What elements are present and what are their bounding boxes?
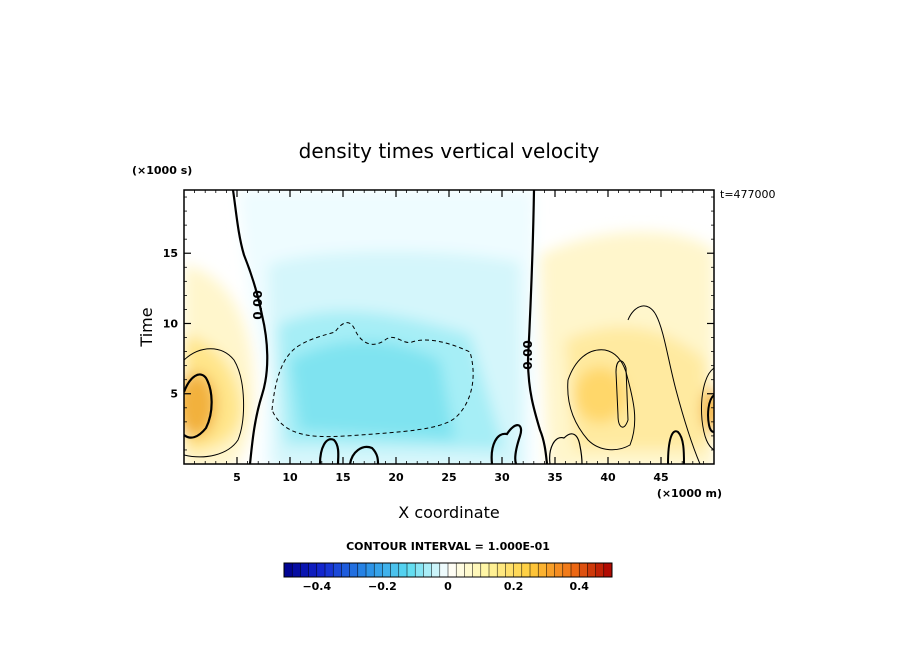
- colorbar: [283, 562, 613, 578]
- small-contour-5: [667, 430, 685, 464]
- negative-contour-dashed: [271, 322, 474, 438]
- small-contour-3: [490, 424, 523, 464]
- colorbar-swatch: [456, 563, 465, 577]
- x-ticks: 5 10 15 20 25 30 35 40 45: [194, 190, 704, 484]
- contour-interval-text: CONTOUR INTERVAL = 1.000E-01: [346, 540, 550, 553]
- colorbar-swatch: [464, 563, 473, 577]
- colorbar-swatch: [292, 563, 301, 577]
- colorbar-tick-label: −0.4: [302, 580, 331, 593]
- field-fill: 0.00 0.00: [184, 190, 714, 464]
- colorbar-swatch: [546, 563, 555, 577]
- colorbar-swatch: [538, 563, 547, 577]
- y-tick-label: 5: [170, 388, 178, 401]
- y-ticks: 5 10 15: [163, 196, 714, 451]
- colorbar-swatch: [382, 563, 391, 577]
- colorbar-tick-label: 0.4: [569, 580, 589, 593]
- contour-label-left: 0.00: [251, 290, 265, 320]
- colorbar-tick-label: 0: [444, 580, 452, 593]
- colorbar-swatch: [415, 563, 424, 577]
- colorbar-swatch: [316, 563, 326, 577]
- colorbar-swatch: [554, 563, 564, 577]
- time-stamp: t=477000: [720, 188, 776, 201]
- colorbar-tick-label: 0.2: [504, 580, 524, 593]
- colorbar-swatch: [398, 563, 408, 577]
- right-positive-core: [574, 367, 626, 423]
- right-edge-contour-inner: [707, 394, 714, 433]
- colorbar-swatch: [333, 563, 342, 577]
- x-axis-title: X coordinate: [398, 503, 499, 522]
- colorbar-swatch: [390, 563, 400, 577]
- colorbar-swatch: [431, 563, 441, 577]
- left-contour-inner: [184, 373, 213, 439]
- zero-contour-right: [526, 190, 549, 464]
- colorbar-swatch: [407, 563, 416, 577]
- colorbar-ticks: −0.4 −0.2 0 0.2 0.4: [302, 580, 589, 593]
- colorbar-swatch: [489, 563, 498, 577]
- zero-contour-left: [231, 190, 269, 464]
- colorbar-swatch: [341, 563, 350, 577]
- x-tick-label: 35: [547, 471, 562, 484]
- right-contour-inner: [615, 360, 629, 428]
- colorbar-swatch: [448, 563, 457, 577]
- colorbar-swatch: [497, 563, 506, 577]
- y-tick-label: 15: [163, 247, 178, 260]
- colorbar-swatch: [480, 563, 490, 577]
- right-edge-contour: [701, 367, 714, 451]
- right-contour-outer: [567, 349, 636, 451]
- colorbar-swatch: [349, 563, 359, 577]
- colorbar-swatch: [521, 563, 531, 577]
- x-tick-label: 25: [441, 471, 456, 484]
- colorbar-swatch: [439, 563, 449, 577]
- colorbar-swatch: [587, 563, 596, 577]
- y-unit-label: (×1000 s): [132, 164, 192, 177]
- colorbar-swatch: [374, 563, 383, 577]
- colorbar-swatch: [595, 563, 605, 577]
- colorbar-frame: [283, 562, 613, 578]
- x-tick-label: 40: [600, 471, 616, 484]
- contour-label-right: 0.00: [521, 340, 535, 370]
- colorbar-swatch: [366, 563, 375, 577]
- x-tick-label: 5: [233, 471, 241, 484]
- small-contour-4: [549, 433, 583, 464]
- field-shading: [184, 190, 714, 464]
- small-contour-1: [318, 438, 340, 464]
- colorbar-swatch: [530, 563, 539, 577]
- colorbar-swatch: [325, 563, 334, 577]
- left-contour-outer: [184, 348, 245, 458]
- colorbar-swatch: [284, 563, 293, 577]
- negative-region-core: [290, 341, 455, 440]
- chart-title: density times vertical velocity: [299, 139, 600, 163]
- colorbar-swatch: [579, 563, 588, 577]
- x-tick-label: 45: [653, 471, 668, 484]
- colorbar-swatch: [505, 563, 514, 577]
- right-contour-plume: [627, 305, 701, 464]
- left-positive-core: [184, 373, 216, 437]
- x-tick-label: 15: [335, 471, 350, 484]
- colorbar-swatch: [513, 563, 523, 577]
- colorbar-swatch: [562, 563, 572, 577]
- colorbar-swatch: [357, 563, 367, 577]
- x-unit-label: (×1000 m): [657, 487, 722, 500]
- x-tick-label: 10: [282, 471, 298, 484]
- colorbar-tick-label: −0.2: [368, 580, 397, 593]
- small-contour-2: [348, 445, 380, 464]
- colorbar-swatch: [472, 563, 482, 577]
- colorbar-swatch: [423, 563, 432, 577]
- colorbar-swatch: [300, 563, 309, 577]
- right-edge-positive: [702, 388, 714, 432]
- colorbar-swatch: [308, 563, 318, 577]
- y-tick-label: 10: [163, 317, 179, 330]
- colorbar-swatch: [603, 563, 613, 577]
- x-tick-label: 30: [494, 471, 510, 484]
- x-tick-label: 20: [388, 471, 404, 484]
- contour-lines: [184, 190, 714, 464]
- y-axis-title: Time: [137, 307, 156, 347]
- colorbar-swatch: [571, 563, 580, 577]
